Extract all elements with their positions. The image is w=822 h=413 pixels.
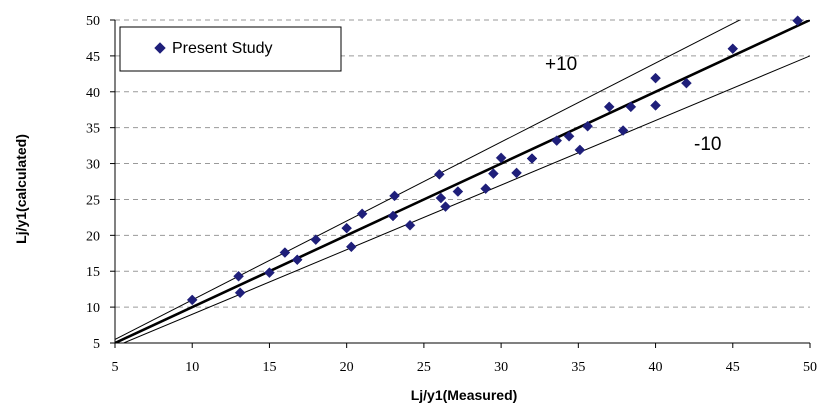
data-point <box>650 100 661 111</box>
data-point <box>625 101 637 113</box>
data-point <box>387 210 399 222</box>
x-tick-label-30: 30 <box>494 360 508 375</box>
data-point <box>291 254 303 266</box>
y-axis-title: Lj/y1(calculated) <box>13 134 29 244</box>
data-point <box>389 190 400 202</box>
tick-labels: 5 10 15 20 25 30 35 40 45 50 5 10 15 20 25 30 35 40 45 50 <box>86 14 817 375</box>
reference-line-2 <box>122 55 810 343</box>
x-tick-label-35: 35 <box>571 360 585 375</box>
data-point <box>404 219 416 231</box>
y-tick-label-45: 45 <box>86 50 100 65</box>
y-tick-label-40: 40 <box>86 86 100 101</box>
legend-marker <box>154 42 166 54</box>
data-point <box>452 186 464 197</box>
y-tick-label-30: 30 <box>86 158 100 173</box>
reference-line-1 <box>115 20 741 340</box>
data-point <box>551 135 563 146</box>
y-tick-label-20: 20 <box>86 229 100 244</box>
x-tick-label-15: 15 <box>262 360 276 375</box>
axes <box>110 19 811 348</box>
data-point <box>511 167 522 179</box>
data-point <box>341 222 353 234</box>
data-point <box>526 153 538 164</box>
data-point <box>345 241 357 253</box>
data-point <box>234 287 246 299</box>
x-tick-label-50: 50 <box>803 360 817 375</box>
plus-10-annotation: +10 <box>545 54 577 75</box>
legend-label: Present Study <box>172 40 273 57</box>
legend: Present Study <box>119 26 342 72</box>
data-point <box>310 234 322 245</box>
data-points <box>186 15 803 306</box>
data-point <box>440 201 451 212</box>
y-tick-label-50: 50 <box>86 14 100 29</box>
x-tick-label-10: 10 <box>185 360 199 375</box>
data-point <box>617 125 629 136</box>
data-point <box>433 168 445 180</box>
x-tick-label-25: 25 <box>417 360 431 375</box>
data-point <box>563 130 575 142</box>
data-point <box>435 192 447 204</box>
data-point <box>480 183 492 195</box>
y-tick-label-10: 10 <box>86 301 100 316</box>
grid-lines <box>115 19 810 308</box>
data-point <box>727 43 739 55</box>
minus-10-annotation: -10 <box>694 134 721 155</box>
data-point <box>650 72 661 84</box>
data-point <box>792 15 803 27</box>
x-tick-label-40: 40 <box>649 360 663 375</box>
y-tick-label-25: 25 <box>86 193 100 208</box>
y-tick-label-5: 5 <box>93 337 100 352</box>
data-point <box>233 270 244 282</box>
x-tick-label-45: 45 <box>726 360 740 375</box>
reference-lines <box>115 20 810 343</box>
data-point <box>603 101 615 113</box>
y-tick-label-35: 35 <box>86 122 100 137</box>
x-tick-label-5: 5 <box>112 360 119 375</box>
data-point <box>495 152 507 164</box>
data-point <box>488 168 499 179</box>
data-point <box>356 208 368 220</box>
data-point <box>574 144 586 156</box>
data-point <box>681 77 692 89</box>
x-axis-title: Lj/y1(Measured) <box>411 387 518 403</box>
data-point <box>279 247 291 258</box>
data-point <box>264 267 275 279</box>
y-tick-label-15: 15 <box>86 265 100 280</box>
reference-line-0 <box>115 20 810 343</box>
data-point <box>582 120 593 132</box>
x-tick-label-20: 20 <box>340 360 354 375</box>
data-point <box>186 294 198 306</box>
